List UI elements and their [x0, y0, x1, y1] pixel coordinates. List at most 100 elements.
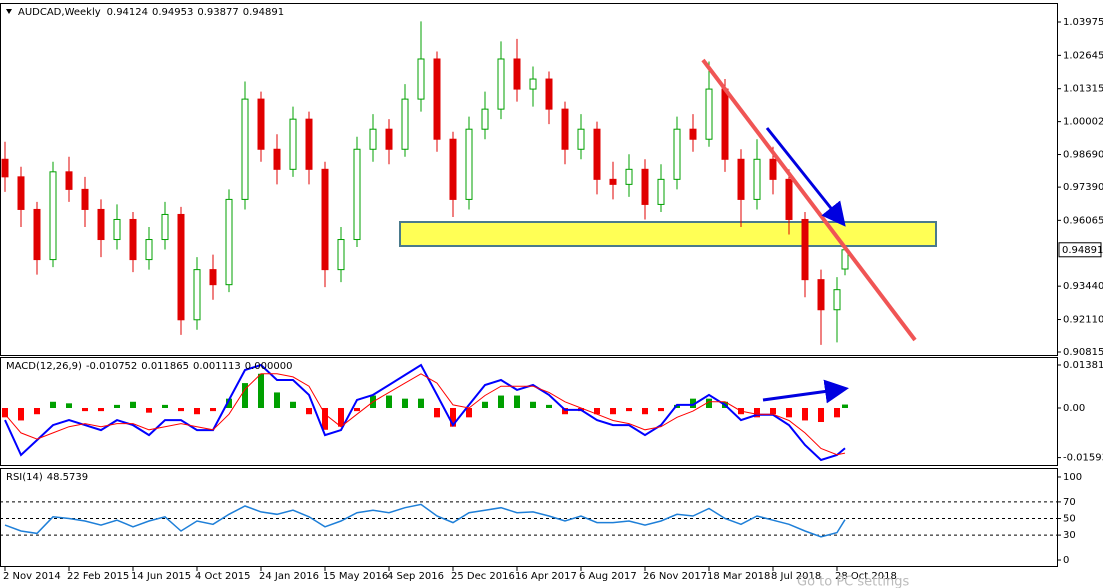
support-zone — [399, 221, 937, 247]
histogram-bar — [306, 407, 312, 415]
histogram-bar — [2, 407, 8, 418]
candle-body — [465, 128, 473, 200]
histogram-bar — [98, 407, 104, 412]
y-tick-label: 0.92110 — [1063, 315, 1103, 326]
candle-body — [305, 118, 313, 170]
histogram-bar — [450, 407, 456, 427]
candle-body — [641, 168, 649, 205]
histogram-bar — [802, 407, 808, 421]
candle-body — [817, 279, 825, 311]
x-tick-label: 6 Aug 2017 — [579, 571, 637, 582]
close-value: 0.94891 — [243, 7, 284, 18]
y-tick-label: 0.97390 — [1063, 182, 1103, 193]
histogram-bar — [194, 407, 200, 415]
histogram-bar — [146, 407, 152, 413]
histogram-bar — [50, 401, 56, 408]
candle-body — [177, 213, 185, 321]
candle-body — [705, 88, 713, 140]
x-tick-label: 16 Apr 2017 — [515, 571, 577, 582]
candle-body — [785, 178, 793, 220]
histogram-bar — [834, 407, 840, 418]
x-tick-label: 4 Oct 2015 — [195, 571, 250, 582]
histogram-bar — [642, 407, 648, 415]
histogram-bar — [210, 407, 216, 412]
histogram-bar — [770, 407, 776, 415]
candle-body — [657, 178, 665, 205]
y-tick-label: 30 — [1063, 530, 1076, 541]
y-tick-label: 0.00 — [1063, 403, 1085, 414]
y-tick-label: -0.015933 — [1063, 453, 1103, 464]
candle-body — [353, 148, 361, 241]
candle-body — [513, 58, 521, 90]
histogram-bar — [466, 407, 472, 418]
histogram-bar — [226, 398, 232, 408]
x-tick-label: 14 Jun 2015 — [131, 571, 191, 582]
candle-body — [209, 269, 217, 286]
histogram-bar — [34, 407, 40, 415]
candle-body — [273, 148, 281, 170]
histogram-bar — [610, 407, 616, 415]
histogram-bar — [162, 404, 168, 408]
macd-line — [4, 373, 846, 456]
candle-body — [561, 108, 569, 150]
x-tick-label: 15 May 2016 — [323, 571, 388, 582]
y-tick-label: 0.93440 — [1063, 281, 1103, 292]
histogram-bar — [482, 401, 488, 408]
candle-body — [529, 78, 537, 90]
histogram-bar — [242, 383, 248, 408]
y-tick-label: 1.03975 — [1063, 17, 1103, 28]
y-tick-label: 0.90815 — [1063, 347, 1103, 358]
candle-body — [449, 138, 457, 200]
histogram-bar — [498, 395, 504, 408]
y-tick-label: 0.98690 — [1063, 150, 1103, 161]
y-tick-label: 1.02645 — [1063, 50, 1103, 61]
candle-body — [385, 128, 393, 150]
candle-body — [433, 58, 441, 140]
panel-borders — [0, 3, 1058, 567]
candle-body — [833, 289, 841, 311]
y-tick-label: 0 — [1063, 555, 1069, 566]
rsi-legend: RSI(14) 48.5739 — [6, 472, 88, 483]
histogram-bar — [290, 401, 296, 408]
histogram-bar — [418, 398, 424, 408]
candle-body — [481, 108, 489, 130]
candle-body — [753, 158, 761, 200]
histogram-bar — [818, 407, 824, 423]
candle-body — [161, 213, 169, 241]
y-tick-label: 0.013815 — [1063, 360, 1103, 371]
low-value: 0.93877 — [197, 7, 238, 18]
histogram-bar — [338, 407, 344, 427]
histogram-bar — [82, 407, 88, 412]
main-legend: AUDCAD,Weekly 0.94124 0.94953 0.93877 0.9489… — [18, 7, 284, 18]
current-price: 0.94891 — [1062, 245, 1103, 256]
histogram-bar — [530, 401, 536, 408]
candle-body — [289, 118, 297, 170]
histogram-bar — [322, 407, 328, 430]
histogram-bar — [594, 407, 600, 415]
histogram-bar — [274, 392, 280, 408]
histogram-bar — [66, 403, 72, 408]
candle-body — [593, 128, 601, 180]
macd-line — [4, 363, 846, 462]
histogram-bar — [514, 395, 520, 408]
histogram-bar — [114, 404, 120, 408]
histogram-bar — [690, 398, 696, 408]
histogram-bar — [754, 407, 760, 418]
candle-body — [81, 188, 89, 210]
macd-title: MACD(12,26,9) — [6, 361, 82, 372]
x-tick-label: 28 Oct 2018 — [835, 571, 897, 582]
open-value: 0.94124 — [107, 7, 148, 18]
price-marker — [1058, 242, 1102, 258]
x-tick-label: 26 Nov 2017 — [643, 571, 707, 582]
candle-body — [321, 168, 329, 271]
y-tick-label: 0.96065 — [1063, 215, 1103, 226]
candle-body — [225, 198, 233, 286]
candle-body — [737, 158, 745, 200]
high-value: 0.94953 — [152, 7, 193, 18]
histogram-bar — [402, 398, 408, 408]
trend-line — [701, 58, 917, 342]
histogram-bar — [546, 404, 552, 408]
y-tick-label: 1.00002 — [1063, 117, 1103, 128]
rsi-line — [4, 503, 846, 538]
candle-body — [193, 269, 201, 321]
